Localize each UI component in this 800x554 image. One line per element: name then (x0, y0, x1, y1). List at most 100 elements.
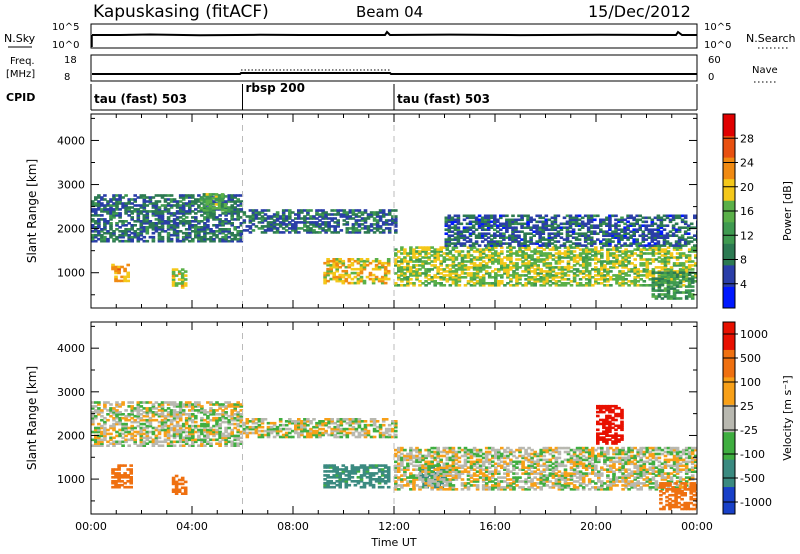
echo-cell (329, 476, 333, 479)
echo-cell (329, 485, 333, 489)
echo-cell (506, 256, 510, 259)
echo-cell (626, 238, 630, 241)
echo-cell (208, 207, 213, 210)
echo-cell (450, 234, 455, 237)
echo-cell (457, 276, 462, 279)
echo-cell (533, 262, 537, 265)
echo-cell (491, 262, 495, 265)
echo-cell (145, 228, 150, 231)
echo-cell (409, 282, 413, 285)
echo-cell (315, 217, 319, 220)
echo-cell (294, 225, 298, 228)
echo-cell (436, 258, 440, 261)
echo-cell (335, 466, 339, 469)
echo-cell (387, 213, 392, 216)
echo-cell (172, 416, 177, 420)
echo-cell (142, 196, 147, 199)
echo-cell (351, 421, 356, 425)
echo-cell (480, 220, 485, 224)
echo-cell (217, 207, 222, 210)
echo-cell (363, 420, 368, 423)
echo-cell (227, 206, 231, 209)
echo-cell (451, 282, 456, 285)
echo-cell (489, 240, 494, 243)
echo-cell (400, 252, 404, 255)
echo-cell (133, 200, 137, 203)
echo-cell (524, 254, 528, 257)
echo-cell (188, 206, 192, 209)
echo-cell (100, 432, 104, 436)
echo-cell (605, 242, 609, 245)
echo-cell (94, 202, 98, 205)
echo-cell (650, 224, 655, 227)
echo-cell (177, 282, 182, 285)
echo-cell (338, 275, 342, 279)
echo-cell (281, 213, 286, 216)
echo-cell (639, 250, 643, 253)
echo-cell (341, 273, 346, 277)
echo-cell (418, 272, 422, 275)
echo-cell (606, 274, 610, 277)
echo-cell (245, 435, 250, 439)
echo-cell (339, 418, 344, 421)
echo-cell (409, 246, 413, 249)
echo-cell (371, 279, 376, 283)
echo-cell (160, 196, 165, 199)
echo-cell (354, 219, 359, 222)
echo-cell (124, 440, 128, 444)
echo-cell (191, 432, 195, 436)
echo-cell (336, 423, 340, 427)
echo-cell (568, 224, 573, 227)
echo-cell (212, 430, 216, 434)
echo-cell (151, 228, 156, 231)
echo-cell (496, 240, 500, 243)
echo-cell (690, 285, 695, 288)
echo-cell (118, 194, 122, 197)
echo-cell (427, 270, 431, 273)
echo-cell (574, 236, 579, 239)
echo-cell (560, 266, 565, 269)
echo-cell (448, 250, 453, 253)
echo-cell (668, 244, 673, 247)
echo-cell (597, 270, 601, 273)
echo-cell (377, 279, 382, 283)
echo-cell (181, 204, 186, 207)
echo-cell (491, 260, 495, 263)
echo-cell (91, 200, 95, 203)
echo-cell (97, 233, 101, 237)
echo-cell (254, 213, 259, 216)
echo-cell (236, 416, 240, 420)
echo-cell (121, 432, 125, 436)
echo-cell (103, 403, 107, 406)
echo-cell (330, 225, 334, 228)
echo-cell (269, 429, 274, 433)
echo-cell (599, 218, 603, 222)
colorbar-tick-label: 28 (740, 132, 754, 145)
echo-cell (587, 252, 592, 255)
echo-cell (659, 234, 664, 237)
echo-cell (575, 284, 580, 287)
echo-cell (400, 260, 404, 263)
echo-cell (180, 284, 185, 287)
echo-cell (118, 239, 122, 243)
echo-cell (163, 438, 168, 442)
echo-cell (465, 222, 470, 226)
echo-cell (183, 274, 188, 277)
echo-cell (580, 224, 585, 227)
echo-cell (608, 240, 612, 243)
echo-cell (321, 223, 325, 226)
echo-cell (606, 268, 610, 271)
echo-cell (224, 413, 228, 416)
echo-cell (344, 478, 349, 481)
echo-cell (378, 425, 383, 429)
echo-cell (645, 284, 650, 287)
echo-cell (596, 224, 600, 227)
echo-cell (175, 226, 180, 229)
echo-cell (94, 220, 98, 223)
echo-cell (380, 472, 385, 475)
echo-cell (514, 218, 518, 222)
echo-cell (227, 420, 231, 424)
echo-cell (200, 438, 204, 442)
echo-cell (188, 231, 192, 235)
echo-cell (526, 214, 530, 218)
